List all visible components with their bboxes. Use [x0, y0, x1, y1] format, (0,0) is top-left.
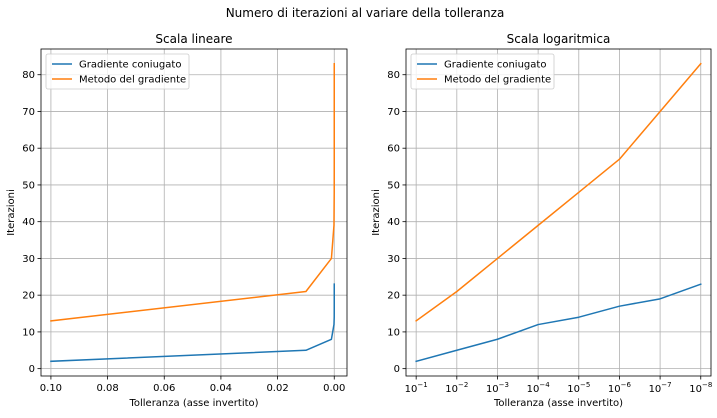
legend-label: Gradiente coniugato — [444, 60, 546, 71]
y-axis-label: Iterazioni — [371, 189, 382, 236]
x-tick-exponent: −4 — [539, 381, 550, 389]
y-axis-label: Iterazioni — [6, 189, 17, 236]
x-tick-base: 10 — [689, 384, 702, 395]
x-tick-exponent: −3 — [499, 381, 509, 389]
legend-label: Gradiente coniugato — [79, 60, 181, 71]
y-tick-label: 10 — [22, 327, 35, 338]
linear-scale-chart: 0.10 0.08 0.06 0.04 0.02 0.00 0 10 20 30 40 50 60 70 8… — [6, 32, 348, 409]
axes-frame — [40, 48, 348, 377]
series-line — [50, 283, 335, 363]
y-tick-label: 0 — [29, 364, 35, 375]
legend-label: Metodo del gradiente — [79, 75, 186, 86]
y-tick-label: 40 — [387, 217, 400, 228]
legend: Gradiente coniugato Metodo del gradiente — [410, 53, 555, 90]
y-tick-label: 20 — [387, 291, 400, 302]
series-line — [415, 62, 702, 322]
y-tick-label: 0 — [394, 364, 400, 375]
series-line — [415, 283, 702, 363]
x-tick-base: 10 — [486, 384, 499, 395]
x-tick-label: 10−8 — [689, 381, 712, 395]
x-tick-exponent: −2 — [458, 381, 468, 389]
y-tick-label: 80 — [387, 70, 400, 81]
x-tick-label: 10−2 — [445, 381, 468, 395]
y-tick-label: 20 — [22, 291, 35, 302]
y-tick-label: 50 — [22, 180, 35, 191]
x-tick-exponent: −7 — [661, 381, 671, 389]
x-tick-label: 10−6 — [608, 381, 632, 395]
y-tick-label: 30 — [387, 254, 400, 265]
y-tick-label: 60 — [22, 144, 35, 155]
y-tick-label: 30 — [22, 254, 35, 265]
y-tick-label: 10 — [387, 327, 400, 338]
x-tick-base: 10 — [608, 384, 621, 395]
y-tick-label: 40 — [22, 217, 35, 228]
x-tick-label: 10−7 — [649, 381, 672, 395]
y-tick-label: 80 — [22, 70, 35, 81]
x-tick-base: 10 — [445, 384, 458, 395]
series-line — [50, 62, 335, 322]
legend-box — [45, 53, 190, 90]
x-axis-label: Tolleranza (asse invertito) — [128, 398, 258, 409]
x-tick-base: 10 — [527, 384, 540, 395]
legend: Gradiente coniugato Metodo del gradiente — [45, 53, 190, 90]
x-tick-label: 0.00 — [323, 383, 345, 394]
x-tick-exponent: −5 — [580, 381, 590, 389]
x-tick-base: 10 — [567, 384, 580, 395]
x-tick-label: 10−3 — [486, 381, 509, 395]
y-tick-label: 70 — [22, 107, 35, 118]
y-tick-label: 50 — [387, 180, 400, 191]
x-tick-label: 0.04 — [210, 383, 232, 394]
axes-frame — [405, 48, 712, 377]
y-tick-label: 70 — [387, 107, 400, 118]
x-tick-base: 10 — [405, 384, 418, 395]
log-scale-chart: 10−1 10−2 10−3 10−4 10−5 10−6 10−7 10−801020304… — [371, 32, 712, 409]
x-tick-label: 0.10 — [40, 383, 62, 394]
x-tick-exponent: −8 — [702, 381, 712, 389]
x-tick-label: 0.06 — [153, 383, 175, 394]
legend-label: Metodo del gradiente — [444, 75, 551, 86]
x-tick-base: 10 — [649, 384, 662, 395]
x-tick-exponent: −6 — [621, 381, 632, 389]
legend-box — [410, 53, 555, 90]
x-tick-label: 0.08 — [96, 383, 118, 394]
chart-title: Scala lineare — [155, 32, 232, 46]
x-tick-label: 10−1 — [405, 381, 428, 395]
figure-suptitle: Numero di iterazioni al variare della to… — [226, 6, 505, 20]
x-tick-label: 0.02 — [266, 383, 288, 394]
y-tick-label: 60 — [387, 144, 400, 155]
x-tick-label: 10−5 — [567, 381, 590, 395]
x-tick-exponent: −1 — [417, 381, 427, 389]
chart-title: Scala logaritmica — [507, 32, 611, 46]
x-axis-label: Tolleranza (asse invertito) — [493, 398, 623, 409]
x-tick-label: 10−4 — [527, 381, 551, 395]
